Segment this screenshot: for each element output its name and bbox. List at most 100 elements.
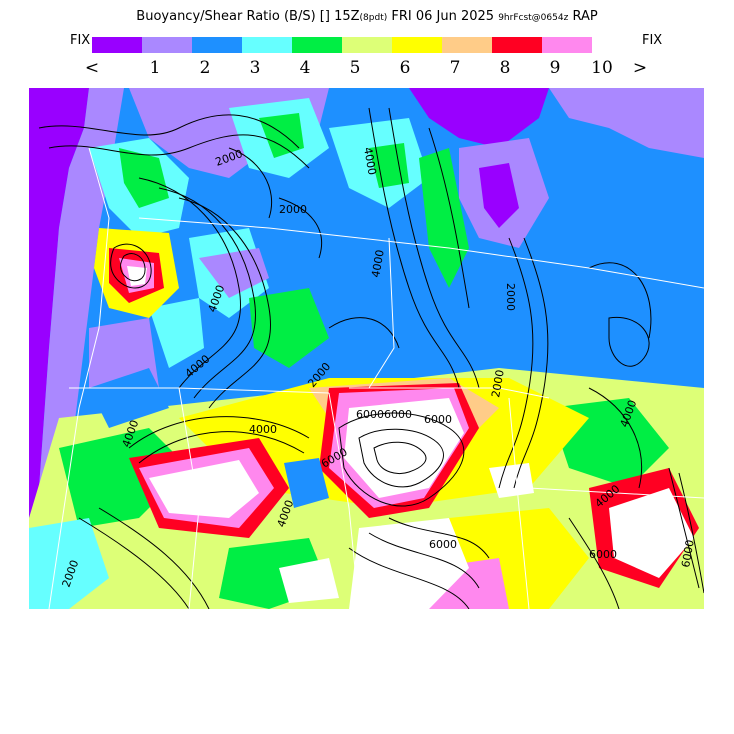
region-purple-n xyxy=(409,88,549,148)
legend-tick: 8 xyxy=(499,58,511,78)
contour-line xyxy=(678,472,704,594)
legend-swatch-10 xyxy=(542,37,592,53)
region-white-2 xyxy=(149,460,259,518)
contour-line xyxy=(78,517,190,609)
contour-line xyxy=(373,441,427,474)
contour-label: 6000 xyxy=(384,408,412,421)
contour-line xyxy=(588,387,643,489)
contour-line xyxy=(668,467,700,589)
title-main: Buoyancy/Shear Ratio (B/S) [] 15Z xyxy=(136,9,360,24)
region-green-2 xyxy=(259,113,304,158)
map-panel: 2000 2000 4000 4000 2000 4000 4000 6000 … xyxy=(29,88,704,609)
contour-line xyxy=(138,431,305,464)
contour-label: 2000 xyxy=(489,369,507,399)
contour-line xyxy=(120,253,146,282)
boundary-line xyxy=(528,487,704,499)
region-green-s xyxy=(59,428,189,528)
title-forecast: 9hrFcst@0654z xyxy=(498,13,569,23)
region-white-6 xyxy=(489,463,534,498)
legend-swatch-2 xyxy=(142,37,192,53)
contour-line xyxy=(228,147,273,219)
contour-line xyxy=(428,127,470,309)
contour-label: 4000 xyxy=(249,423,277,436)
legend-tick: 7 xyxy=(449,58,461,78)
legend-tick: 9 xyxy=(549,58,561,78)
legend-tick: 10 xyxy=(591,58,613,78)
legend-tick: 3 xyxy=(249,58,261,78)
contour-line xyxy=(128,416,310,449)
contour-label: 6000 xyxy=(429,538,457,551)
region-purple-ne xyxy=(479,163,519,228)
map-title: Buoyancy/Shear Ratio (B/S) [] 15Z(8pdt) … xyxy=(0,9,734,24)
region-white-5 xyxy=(279,558,339,603)
legend-tick: 2 xyxy=(199,58,211,78)
contour-line xyxy=(328,317,400,349)
contour-label: 2000 xyxy=(504,283,517,311)
contour-line xyxy=(38,114,300,149)
contour-label: 6000 xyxy=(679,539,697,569)
region-blue-s2 xyxy=(89,368,169,428)
title-date: FRI 06 Jun 2025 xyxy=(391,9,495,24)
legend-swatch-1 xyxy=(92,37,142,53)
legend-fix-right: FIX xyxy=(642,33,663,48)
boundary-line xyxy=(349,387,550,399)
contour-line xyxy=(338,412,465,507)
contour-line xyxy=(388,107,480,389)
contour-line xyxy=(498,237,534,489)
boundary-line xyxy=(178,387,200,609)
region-blue-s1 xyxy=(284,458,329,508)
boundary-line xyxy=(48,147,110,609)
contour-line xyxy=(608,316,650,367)
contour-line xyxy=(348,547,470,609)
legend-swatch-6 xyxy=(342,37,392,53)
region-cyan-5 xyxy=(149,298,204,368)
region-green-4 xyxy=(419,148,469,288)
legend-fix-left: FIX xyxy=(70,33,91,48)
legend-swatch-3 xyxy=(192,37,242,53)
contour-label: 4000 xyxy=(369,249,387,279)
contour-line xyxy=(568,517,620,609)
contour-line xyxy=(178,197,271,409)
ocean-area xyxy=(29,88,89,518)
contour-line xyxy=(388,517,490,559)
legend-tick: 4 xyxy=(299,58,311,78)
contour-line xyxy=(368,107,460,389)
legend-tick: 6 xyxy=(399,58,411,78)
legend-greater: > xyxy=(632,58,648,78)
boundary-line xyxy=(138,217,704,289)
region-lavender-ne xyxy=(549,88,704,158)
contour-line xyxy=(513,237,549,489)
region-green-1 xyxy=(119,148,169,208)
title-model: RAP xyxy=(572,9,598,24)
contour-label: 6000 xyxy=(424,413,452,426)
legend-tick: 1 xyxy=(149,58,161,78)
boundaries xyxy=(48,147,704,609)
boundary-line xyxy=(368,237,395,389)
map-canvas: 2000 2000 4000 4000 2000 4000 4000 6000 … xyxy=(29,88,704,609)
region-cyan-sw xyxy=(29,518,109,609)
contour-line xyxy=(278,197,323,259)
region-green-3 xyxy=(369,143,409,188)
legend-tick: 5 xyxy=(349,58,361,78)
contour-label: 6000 xyxy=(356,408,384,421)
contour-label: 6000 xyxy=(589,548,617,561)
legend-ticks: < 1 2 3 4 5 6 7 8 9 10 > xyxy=(0,58,734,78)
legend-swatch-8 xyxy=(442,37,492,53)
contour-line xyxy=(98,507,210,609)
contours xyxy=(38,107,704,609)
legend-less: < xyxy=(84,58,100,78)
legend-swatch-7 xyxy=(392,37,442,53)
region-white-4 xyxy=(609,488,694,578)
contour-line xyxy=(48,134,310,169)
boundary-line xyxy=(328,392,360,609)
legend-swatch-4 xyxy=(242,37,292,53)
contour-line xyxy=(358,428,444,488)
legend-swatch-5 xyxy=(292,37,342,53)
title-pdt: (8pdt) xyxy=(359,13,388,23)
contour-label: 2000 xyxy=(279,203,307,216)
legend-swatch-9 xyxy=(492,37,542,53)
contour-line xyxy=(110,243,152,289)
color-legend xyxy=(92,37,592,53)
contour-line xyxy=(368,532,480,589)
boundary-line xyxy=(508,397,530,609)
